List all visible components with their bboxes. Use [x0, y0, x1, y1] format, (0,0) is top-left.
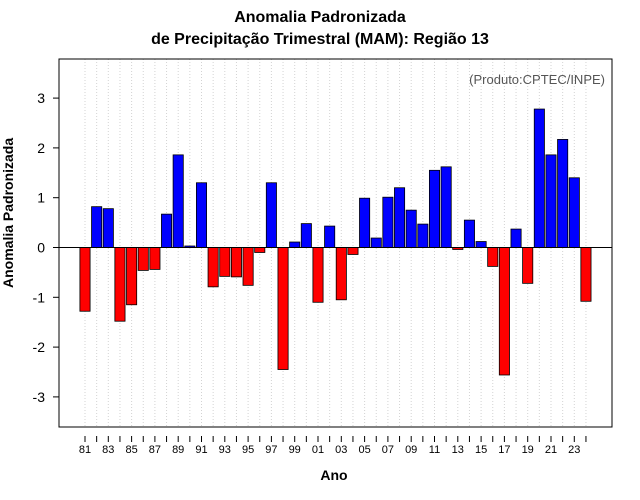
bar-18 — [510, 228, 522, 248]
bar-98 — [277, 247, 289, 370]
bar-07 — [382, 196, 394, 248]
x-tick-label: 99 — [289, 444, 301, 456]
plot-frame — [58, 58, 613, 428]
x-tick-label: 15 — [475, 444, 487, 456]
y-tick-label: -1 — [33, 289, 46, 305]
bar-95 — [242, 247, 254, 286]
x-tick-label: 03 — [335, 444, 347, 456]
credit-text: (Produto:CPTEC/INPE) — [469, 72, 605, 87]
bar-86 — [137, 247, 149, 271]
bar-93 — [219, 247, 231, 277]
x-axis-label: Ano — [320, 467, 348, 483]
y-axis: -3 -2 -1 0 1 2 3 — [33, 90, 59, 405]
bar-22 — [557, 139, 569, 248]
bar-82 — [91, 206, 103, 248]
bar-20 — [533, 108, 545, 248]
bars-group — [79, 108, 592, 376]
bar-92 — [207, 247, 219, 288]
bar-05 — [359, 197, 371, 248]
x-tick-label: 17 — [498, 444, 510, 456]
bar-97 — [265, 182, 277, 248]
bar-94 — [230, 247, 242, 278]
bar-91 — [195, 182, 207, 248]
x-tick-label: 95 — [242, 444, 254, 456]
y-tick-label: -3 — [33, 389, 46, 405]
x-tick-label: 87 — [149, 444, 161, 456]
y-tick-label: 3 — [37, 90, 45, 106]
x-tick-label: 01 — [312, 444, 324, 456]
x-tick-label: 11 — [429, 444, 440, 456]
bar-03 — [335, 247, 347, 301]
bar-17 — [498, 247, 510, 376]
bar-11 — [428, 169, 440, 248]
bar-12 — [440, 166, 452, 248]
x-tick-label: 07 — [382, 444, 394, 456]
bar-81 — [79, 247, 91, 312]
x-tick-label: 05 — [358, 444, 370, 456]
bar-83 — [102, 208, 114, 248]
bar-84 — [114, 247, 126, 322]
bar-16 — [487, 247, 499, 267]
bar-10 — [417, 223, 429, 248]
y-tick-label: -2 — [33, 339, 46, 355]
bar-01 — [312, 247, 324, 303]
x-tick-label: 89 — [172, 444, 184, 456]
bar-23 — [568, 177, 580, 248]
bar-08 — [394, 187, 406, 248]
bar-02 — [324, 225, 336, 248]
x-tick-label: 19 — [522, 444, 534, 456]
chart-title: Anomalia Padronizada — [234, 9, 406, 26]
x-tick-label: 23 — [568, 444, 580, 456]
x-tick-label: 13 — [452, 444, 464, 456]
x-tick-label: 09 — [405, 444, 417, 456]
x-tick-label: 93 — [219, 444, 231, 456]
x-tick-label: 97 — [265, 444, 277, 456]
bar-87 — [149, 247, 161, 270]
y-tick-label: 2 — [37, 140, 45, 156]
x-tick-label: 83 — [102, 444, 114, 456]
bar-89 — [172, 154, 184, 248]
bar-06 — [370, 237, 382, 248]
y-axis-label: Anomalia Padronizada — [0, 137, 16, 288]
bar-04 — [347, 247, 359, 255]
bar-21 — [545, 154, 557, 248]
bar-88 — [161, 213, 173, 248]
bar-96 — [254, 247, 266, 253]
x-tick-label: 81 — [79, 444, 91, 456]
bar-85 — [126, 247, 138, 306]
bar-00 — [300, 223, 312, 248]
y-tick-label: 1 — [37, 190, 45, 206]
bar-09 — [405, 209, 417, 248]
bar-24 — [580, 247, 592, 302]
chart-subtitle: de Precipitação Trimestral (MAM): Região… — [151, 31, 489, 48]
y-tick-label: 0 — [37, 240, 45, 256]
bar-15 — [475, 241, 487, 248]
bar-19 — [522, 247, 534, 284]
bar-14 — [463, 219, 475, 248]
bar-99 — [289, 241, 301, 248]
x-axis: 81 83 85 87 89 91 93 95 97 99 01 03 05 07 09 11 13 15 17 19… — [79, 436, 587, 456]
x-tick-label: 91 — [195, 444, 207, 456]
x-tick-label: 85 — [125, 444, 137, 456]
x-tick-label: 21 — [545, 444, 557, 456]
